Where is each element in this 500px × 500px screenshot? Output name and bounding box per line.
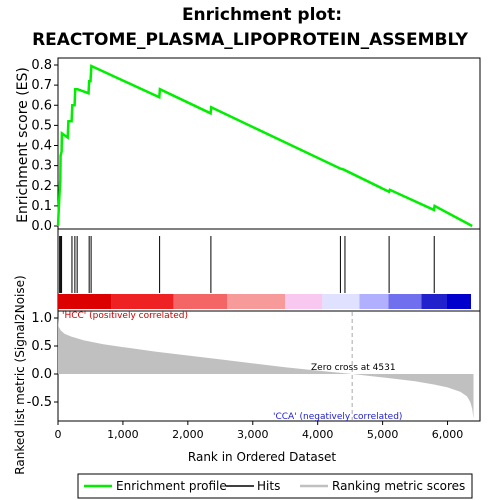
x-tick-label: 3,000 bbox=[237, 428, 269, 441]
es-y-tick-label: 0.2 bbox=[31, 179, 52, 194]
x-tick-label: 2,000 bbox=[172, 428, 204, 441]
legend-box bbox=[77, 473, 473, 499]
color-bar-segment bbox=[173, 294, 228, 309]
x-axis-label: Rank in Ordered Dataset bbox=[188, 450, 336, 464]
legend-enrichment-label: Enrichment profile bbox=[116, 479, 227, 493]
es-y-tick-label: 0.1 bbox=[31, 199, 52, 214]
color-bar-segment bbox=[359, 294, 389, 309]
x-tick-label: 5,000 bbox=[367, 428, 399, 441]
ranking-metric-area bbox=[58, 316, 474, 419]
es-panel-ticks: 0.0 0.1 0.2 0.3 0.4 0.5 0.6 0.7 0.8 bbox=[31, 58, 58, 234]
color-bar-segment bbox=[421, 294, 447, 309]
es-y-tick-label: 0.7 bbox=[31, 78, 52, 93]
metric-y-axis-label: Ranked list metric (Signal2Noise) bbox=[13, 275, 27, 474]
x-tick-label: 1,000 bbox=[107, 428, 139, 441]
metric-y-tick-label: 1.0 bbox=[31, 311, 52, 326]
color-bar-segment bbox=[322, 294, 360, 309]
chart-title-line2: REACTOME_PLASMA_LIPOPROTEIN_ASSEMBLY bbox=[32, 30, 469, 50]
x-tick-label: 4,000 bbox=[302, 428, 334, 441]
color-bar-segment bbox=[446, 294, 471, 309]
positive-correlation-label: 'HCC' (positively correlated) bbox=[62, 311, 188, 321]
enrichment-profile-line bbox=[56, 64, 473, 228]
negative-correlation-label: 'CCA' (negatively correlated) bbox=[273, 412, 402, 422]
zero-cross-annotation: Zero cross at 4531 bbox=[311, 363, 396, 373]
es-y-axis-label: Enrichment score (ES) bbox=[15, 67, 31, 223]
es-y-tick-label: 0.6 bbox=[31, 98, 52, 113]
metric-y-tick-label: 0.0 bbox=[31, 367, 52, 382]
es-y-tick-label: 0.3 bbox=[31, 159, 52, 174]
chart-title-line1: Enrichment plot: bbox=[182, 5, 342, 25]
color-bar-segment bbox=[388, 294, 422, 309]
x-tick-label: 6,000 bbox=[432, 428, 464, 441]
metric-y-tick-label: 0.5 bbox=[31, 339, 52, 354]
x-tick-label: 0 bbox=[55, 428, 62, 441]
es-y-tick-label: 0.0 bbox=[31, 219, 52, 234]
es-y-tick-label: 0.5 bbox=[31, 118, 52, 133]
es-y-tick-label: 0.4 bbox=[31, 139, 52, 154]
legend-metric-label: Ranking metric scores bbox=[332, 479, 465, 493]
color-bar-segment bbox=[111, 294, 174, 309]
es-y-tick-label: 0.8 bbox=[31, 58, 52, 73]
metric-panel-ticks: 1.0 0.5 0.0 -0.5 0 1,000 2,000 3,000 4,000 5,000 6… bbox=[27, 311, 464, 441]
hits-ticks bbox=[59, 236, 435, 293]
color-bar-segment bbox=[227, 294, 286, 309]
es-panel-frame bbox=[57, 57, 481, 230]
ranking-color-bar bbox=[58, 294, 471, 309]
color-bar-segment bbox=[58, 294, 112, 309]
legend-hits-label: Hits bbox=[257, 479, 280, 493]
color-bar-segment bbox=[285, 294, 323, 309]
metric-y-tick-label: -0.5 bbox=[27, 395, 52, 410]
